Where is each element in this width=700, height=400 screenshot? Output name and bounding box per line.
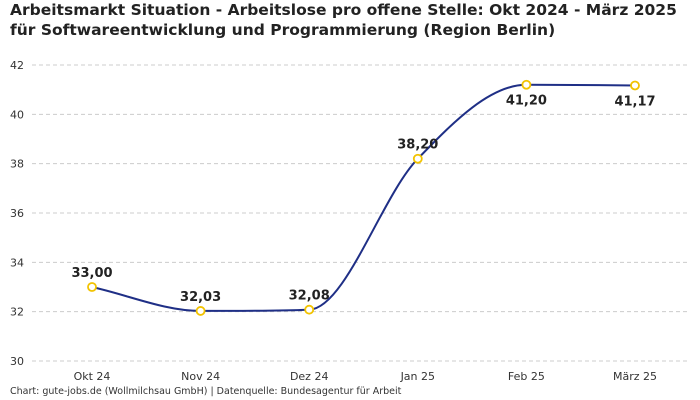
data-point-0 xyxy=(87,282,97,292)
x-tick-label: März 25 xyxy=(613,370,657,383)
y-tick-label: 36 xyxy=(10,207,24,220)
grid-lines xyxy=(32,64,690,362)
y-axis-ticks: 30 32 34 36 38 40 42 xyxy=(10,59,24,368)
x-tick-label: Okt 24 xyxy=(74,370,111,383)
data-labels: 33,00 32,03 32,08 38,20 41,20 41,17 xyxy=(71,94,655,305)
data-point-5 xyxy=(630,80,640,91)
y-tick-label: 40 xyxy=(10,108,24,121)
data-label-0: 33,00 xyxy=(71,266,112,281)
data-label-1: 32,03 xyxy=(180,290,221,305)
y-tick-label: 34 xyxy=(10,256,24,269)
chart-title: Arbeitsmarkt Situation - Arbeitslose pro… xyxy=(10,1,677,39)
data-label-4: 41,20 xyxy=(506,94,547,109)
source-footer: Chart: gute-jobs.de (Wollmilchsau GmbH) … xyxy=(10,386,402,397)
data-label-3: 38,20 xyxy=(397,138,438,153)
x-tick-label: Nov 24 xyxy=(181,370,220,383)
x-tick-label: Jan 25 xyxy=(400,370,435,383)
x-axis-ticks: Okt 24 Nov 24 Dez 24 Jan 25 Feb 25 März 25 xyxy=(74,370,657,383)
data-point-2 xyxy=(304,304,315,315)
data-label-5: 41,17 xyxy=(614,94,655,109)
x-tick-label: Dez 24 xyxy=(290,370,329,383)
data-point-3 xyxy=(412,153,423,164)
x-tick-label: Feb 25 xyxy=(508,370,545,383)
data-label-2: 32,08 xyxy=(289,289,330,304)
data-markers xyxy=(87,79,640,316)
y-tick-label: 38 xyxy=(10,158,24,171)
y-tick-label: 30 xyxy=(10,355,24,368)
data-point-4 xyxy=(521,79,532,90)
data-point-1 xyxy=(195,306,206,316)
y-tick-label: 42 xyxy=(10,59,24,72)
series-line xyxy=(91,83,636,312)
y-tick-label: 32 xyxy=(10,306,24,319)
